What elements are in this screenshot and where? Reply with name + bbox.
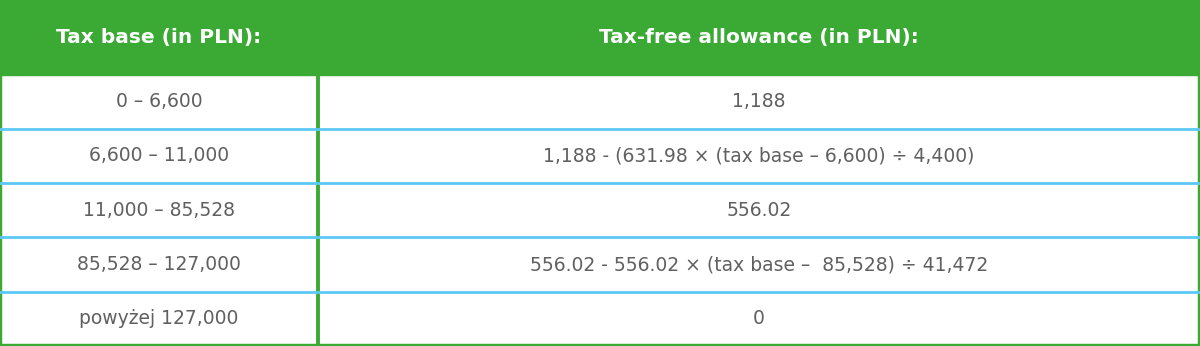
Text: 1,188 - (631.98 × (tax base – 6,600) ÷ 4,400): 1,188 - (631.98 × (tax base – 6,600) ÷ 4… <box>544 146 974 165</box>
Text: 0: 0 <box>754 309 764 328</box>
Text: 11,000 – 85,528: 11,000 – 85,528 <box>83 201 235 220</box>
Text: 0 – 6,600: 0 – 6,600 <box>115 92 203 111</box>
Text: Tax-free allowance (in PLN):: Tax-free allowance (in PLN): <box>599 28 919 47</box>
Text: powyżej 127,000: powyżej 127,000 <box>79 309 239 328</box>
Text: 85,528 – 127,000: 85,528 – 127,000 <box>77 255 241 274</box>
Text: 6,600 – 11,000: 6,600 – 11,000 <box>89 146 229 165</box>
Text: Tax base (in PLN):: Tax base (in PLN): <box>56 28 262 47</box>
Text: 556.02: 556.02 <box>726 201 792 220</box>
Bar <box>0 0 1200 74</box>
Text: 1,188: 1,188 <box>732 92 786 111</box>
Text: 556.02 - 556.02 × (tax base –  85,528) ÷ 41,472: 556.02 - 556.02 × (tax base – 85,528) ÷ … <box>530 255 988 274</box>
